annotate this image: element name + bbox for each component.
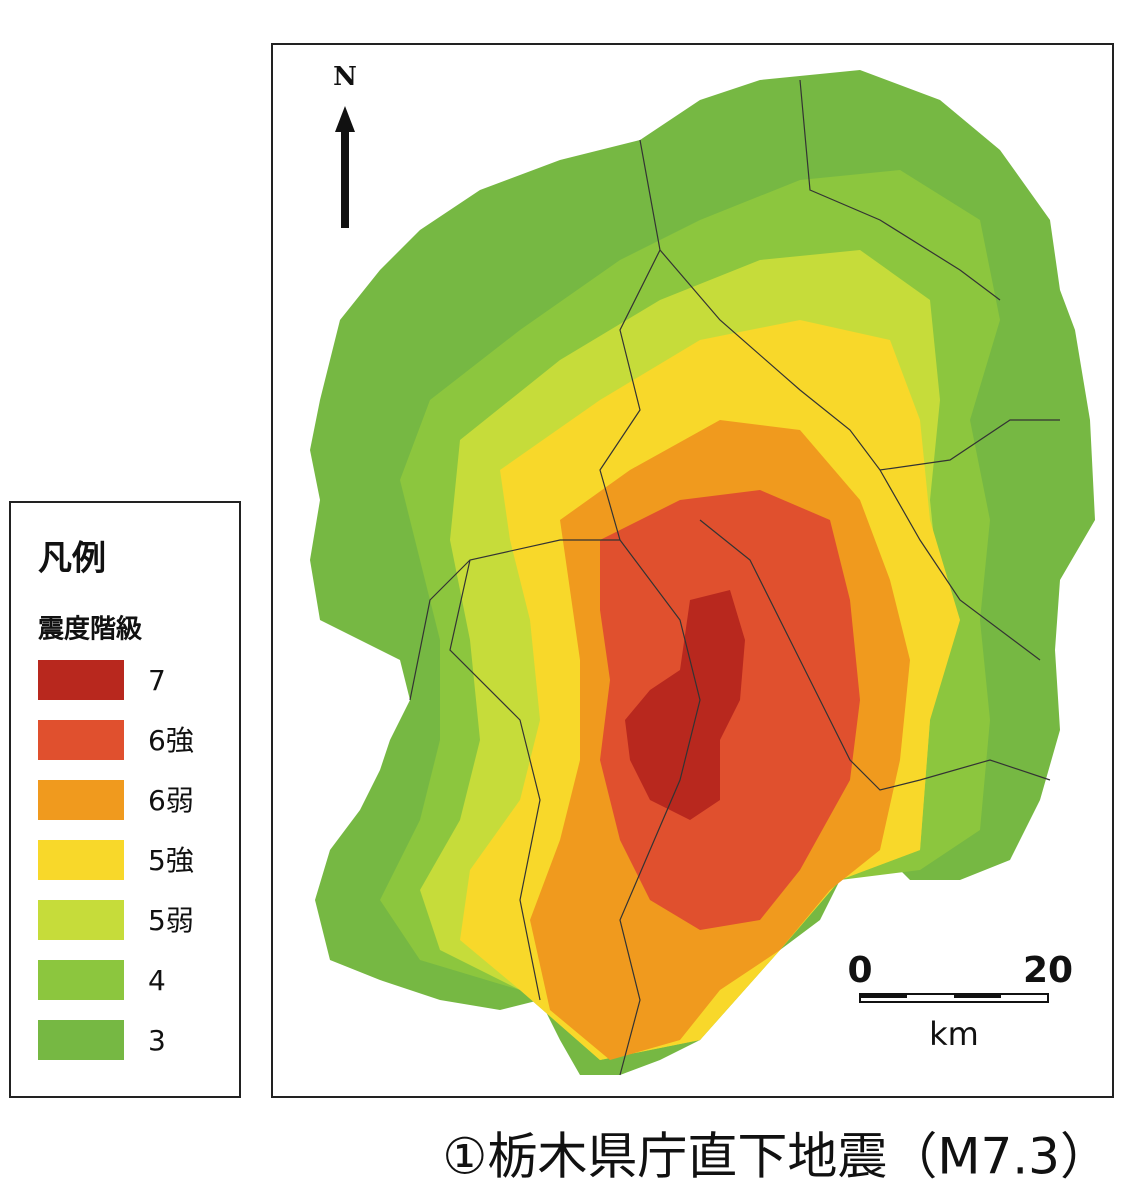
caption: ①栃木県庁直下地震（M7.3） [443, 1128, 1110, 1186]
north-arrow: N [333, 62, 357, 228]
legend-label: 6強 [148, 724, 194, 757]
legend-title: 凡例 [38, 539, 106, 579]
legend-swatch [38, 1020, 124, 1060]
legend-label: 3 [148, 1024, 166, 1057]
legend-swatch [38, 660, 124, 700]
legend-label: 4 [148, 964, 166, 997]
legend: 凡例 震度階級 7 6強 6弱 5強 5弱 4 3 [9, 501, 241, 1098]
legend-swatch [38, 780, 124, 820]
border-lines [409, 79, 1060, 1076]
legend-swatch [38, 960, 124, 1000]
legend-label: 7 [148, 664, 166, 697]
scale-segment [860, 994, 907, 998]
north-arrowhead [335, 106, 355, 132]
legend-swatch [38, 720, 124, 760]
scale-segment [954, 994, 1001, 998]
legend-label: 6弱 [148, 784, 194, 817]
north-shaft [341, 130, 349, 228]
region [625, 590, 745, 820]
scale-start: 0 [847, 950, 872, 991]
scale-end: 20 [1023, 950, 1073, 991]
legend-subtitle: 震度階級 [38, 614, 143, 645]
intensity-regions [310, 70, 1095, 1076]
scale-unit: km [929, 1015, 979, 1053]
legend-label: 5弱 [148, 904, 194, 937]
legend-swatch [38, 900, 124, 940]
legend-label: 5強 [148, 844, 194, 877]
north-label: N [333, 62, 357, 92]
legend-swatch [38, 840, 124, 880]
scale-bar: 0 20 km [847, 950, 1073, 1053]
